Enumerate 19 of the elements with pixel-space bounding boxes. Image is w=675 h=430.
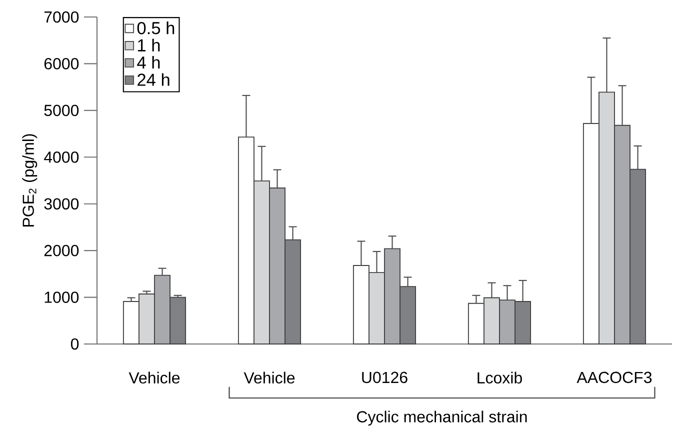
y-tick-label: 0 — [70, 338, 79, 350]
y-tick-label: 6000 — [44, 58, 79, 70]
y-tick-label: 1000 — [44, 292, 79, 303]
y-tick-label: 5000 — [44, 104, 79, 116]
x-tick-label: AACOCF3 — [576, 372, 652, 384]
y-tick-label: 7000 — [44, 11, 79, 23]
x-tick-label: U0126 — [362, 372, 408, 384]
x-tick-label: Lcoxib — [478, 372, 522, 384]
text: Cyclic mechanical strain — [357, 410, 527, 426]
legend-label: 0.5 h — [137, 22, 174, 34]
x-tick-label: Vehicle — [244, 372, 295, 384]
legend-label: 24 h — [138, 73, 170, 86]
y-tick-label: 2000 — [44, 244, 79, 256]
y-tick-label: 4000 — [44, 151, 79, 163]
legend-label: 4 h — [137, 56, 160, 69]
legend-label: 1 h — [138, 38, 160, 52]
y-axis-title: PGE$_{2}$ (pg/ml) — [22, 134, 38, 226]
y-tick-label: 3000 — [44, 198, 79, 210]
x-tick-label: Vehicle — [128, 372, 180, 384]
